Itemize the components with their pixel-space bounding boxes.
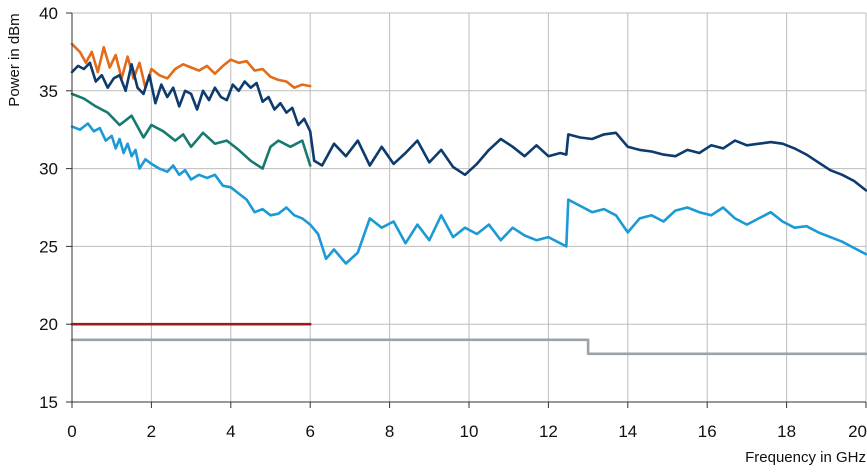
axes (66, 12, 867, 408)
x-tick-label: 20 (848, 422, 867, 441)
x-tick-label: 4 (226, 422, 235, 441)
x-tick-label: 12 (539, 422, 558, 441)
grid (72, 12, 867, 402)
x-tick-label: 14 (618, 422, 637, 441)
y-tick-label: 40 (39, 4, 58, 23)
series-line-2 (70, 61, 867, 192)
x-tick-label: 0 (67, 422, 76, 441)
x-tick-label: 18 (777, 422, 796, 441)
x-axis-title: Frequency in GHz (745, 449, 866, 466)
x-tick-label: 16 (698, 422, 717, 441)
x-tick-label: 10 (460, 422, 479, 441)
y-axis-title: Power in dBm (6, 13, 23, 106)
tick-labels: 0 2 4 6 8 10 12 14 16 18 20 15 20 25 30 35 40 (39, 4, 867, 441)
y-tick-label: 20 (39, 315, 58, 334)
y-tick-label: 25 (39, 237, 58, 256)
y-tick-label: 35 (39, 82, 58, 101)
x-tick-label: 8 (385, 422, 394, 441)
series-group (70, 42, 867, 356)
series-line-6 (70, 338, 867, 356)
series-line-4 (70, 122, 867, 265)
series-line-1 (70, 42, 312, 89)
y-tick-label: 30 (39, 160, 58, 179)
series-line-3 (70, 92, 312, 170)
y-tick-label: 15 (39, 393, 58, 412)
x-tick-label: 2 (147, 422, 156, 441)
x-tick-label: 6 (305, 422, 314, 441)
